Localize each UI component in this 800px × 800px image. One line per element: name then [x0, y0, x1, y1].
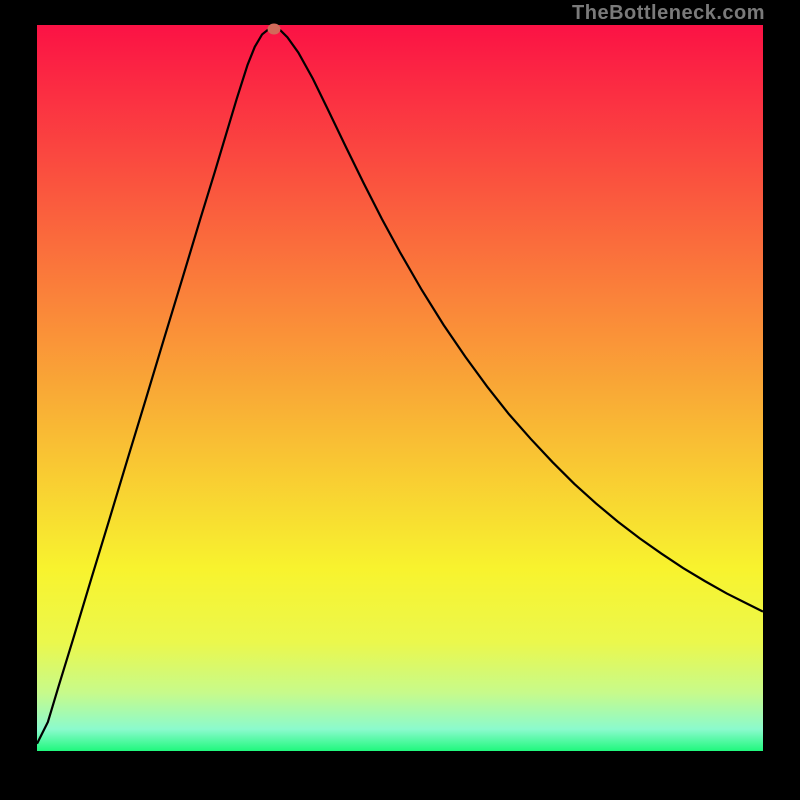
- chart-container: TheBottleneck.com: [0, 0, 800, 800]
- bottleneck-curve: [37, 25, 763, 751]
- minimum-marker: [268, 24, 281, 35]
- watermark-text: TheBottleneck.com: [572, 2, 765, 25]
- plot-area: [37, 25, 763, 751]
